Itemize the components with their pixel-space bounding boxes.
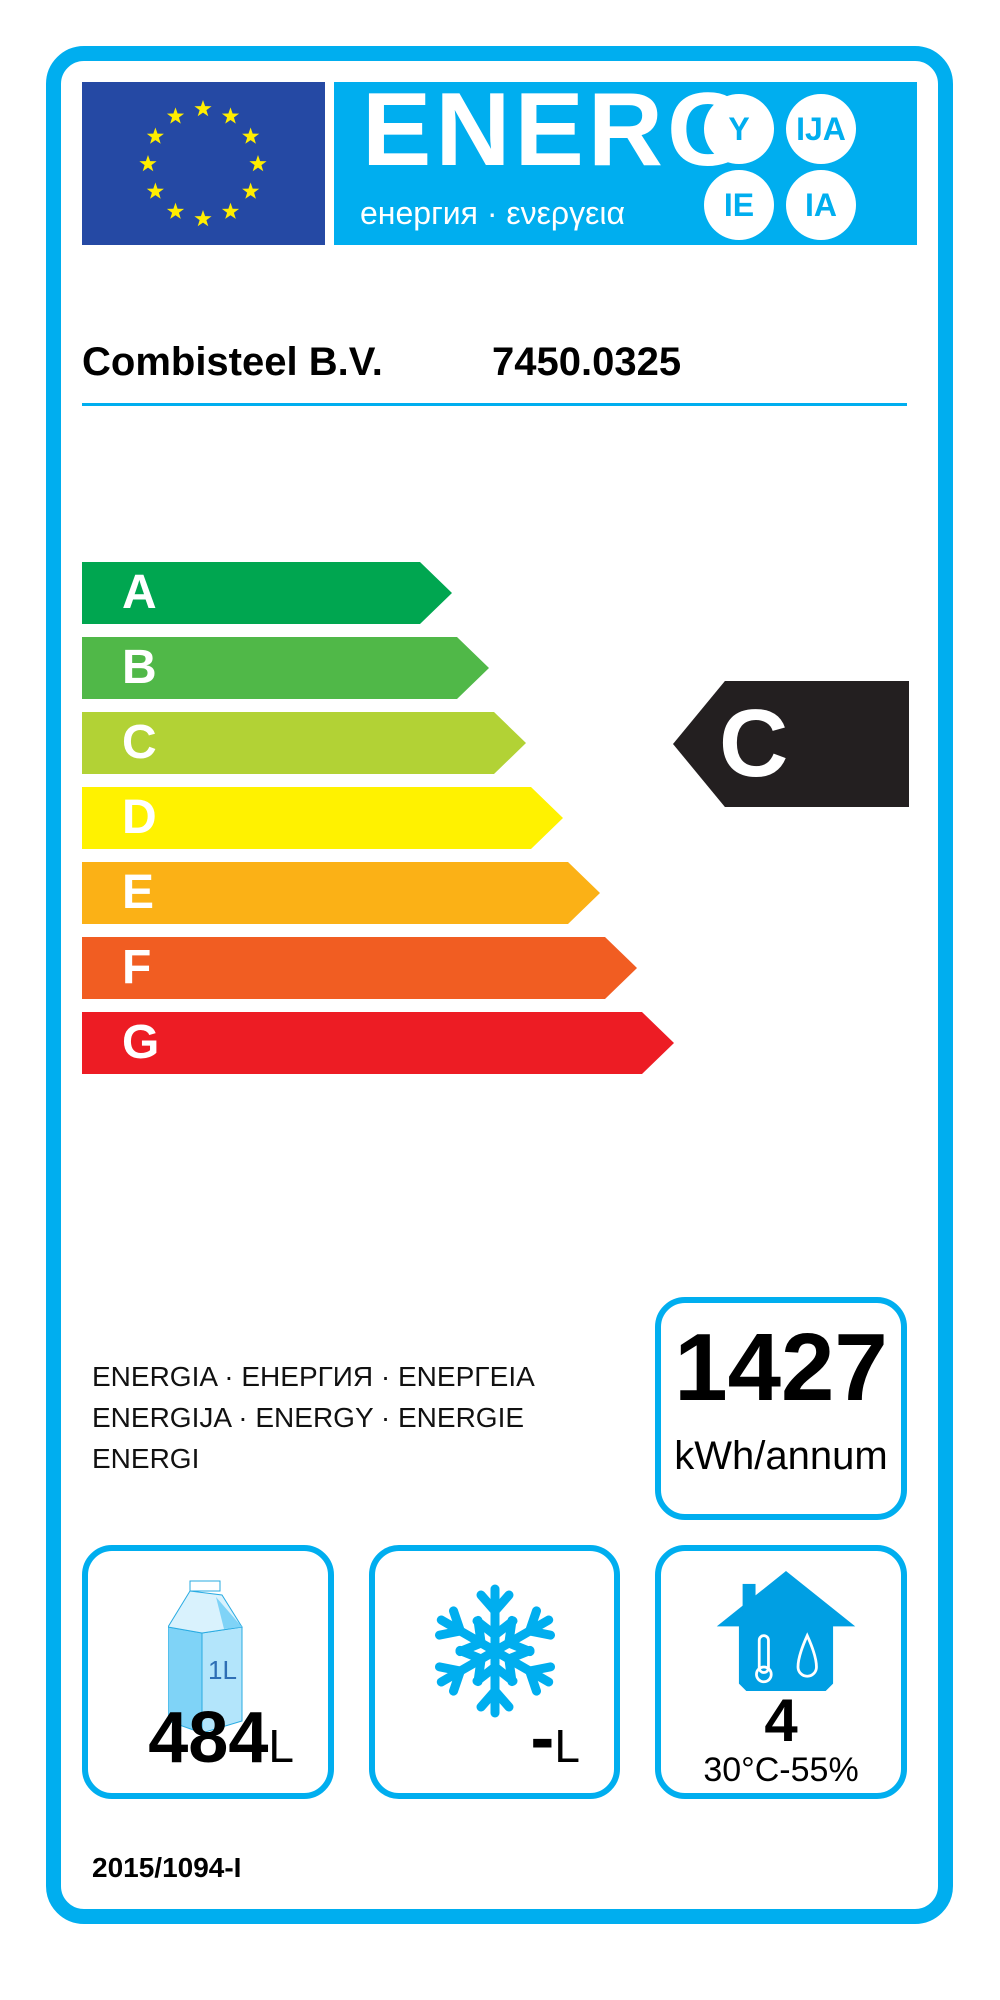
divider [82, 403, 907, 406]
scale-bar-f: F [82, 937, 637, 999]
scale-letter: A [122, 566, 157, 619]
energy-words: ENERGIA · ЕНЕРГИЯ · ΕΝΕΡΓΕΙΑ ENERGIJA · … [92, 1356, 535, 1479]
frozen-volume-value: - [530, 1698, 555, 1778]
star-icon [166, 202, 185, 219]
model-id: 7450.0325 [492, 340, 682, 384]
star-icon [194, 210, 212, 227]
suffix-y: Y [704, 94, 774, 164]
scale-letter: C [122, 716, 157, 769]
scale-letter: D [122, 791, 157, 844]
snowflake-icon [435, 1584, 555, 1718]
frozen-volume-box: -L [369, 1545, 620, 1799]
fresh-volume-box: 1L 484L [82, 1545, 334, 1799]
house-climate-icon [716, 1571, 856, 1691]
header-title: ENERG [362, 72, 752, 188]
star-icon [242, 127, 260, 144]
frozen-volume-unit: L [554, 1720, 580, 1772]
scale-bar-b: B [82, 637, 489, 699]
star-icon [249, 155, 267, 172]
fresh-volume: 484L [148, 1697, 294, 1779]
scale-letter: B [122, 641, 157, 694]
scale-bar-c: C [82, 712, 526, 774]
scale-bar-a: A [82, 562, 452, 624]
consumption-box: 1427 kWh/annum [655, 1297, 907, 1520]
eu-stars-icon [139, 100, 267, 227]
star-icon [166, 107, 185, 124]
scale-letter: G [122, 1016, 160, 1069]
suffix-ie: IE [704, 170, 774, 240]
rating-class: C [719, 690, 789, 797]
energy-header: ENERG енергия · ενεργεια Y IJA IE IA [334, 78, 917, 245]
star-icon [146, 127, 164, 144]
regulation-number: 2015/1094-I [92, 1852, 242, 1883]
star-icon [221, 202, 240, 219]
frozen-volume: -L [530, 1697, 580, 1779]
star-icon [146, 182, 164, 199]
fresh-volume-value: 484 [148, 1698, 269, 1778]
scale-bar-g: G [82, 1012, 674, 1074]
suffix-ija: IJA [786, 94, 856, 164]
eu-flag [82, 82, 325, 245]
energy-words-line: ENERGIA · ЕНЕРГИЯ · ΕΝΕΡΓΕΙΑ [92, 1361, 535, 1392]
scale-bar-d: D [82, 787, 563, 849]
scale-bar-e: E [82, 862, 600, 924]
scale-letter: E [122, 866, 155, 919]
climate-box: 4 30°C-55% [655, 1545, 907, 1799]
star-icon [221, 107, 240, 124]
rating-arrow: C [673, 681, 909, 807]
header-subtitle: енергия · ενεργεια [360, 195, 625, 231]
climate-conditions: 30°C-55% [703, 1751, 859, 1789]
scale-letter: F [122, 941, 152, 994]
star-icon [139, 155, 157, 172]
suffix-ia: IA [786, 170, 856, 240]
supplier-name: Combisteel B.V. [82, 340, 383, 384]
consumption-value: 1427 [674, 1314, 888, 1421]
carton-label: 1L [208, 1655, 237, 1685]
star-icon [194, 100, 212, 117]
label-border [46, 46, 953, 1924]
consumption-unit: kWh/annum [674, 1434, 888, 1478]
milk-carton-icon: 1L [168, 1580, 243, 1734]
fresh-volume-unit: L [268, 1720, 294, 1772]
energy-words-line: ENERGIJA · ENERGY · ENERGIE [92, 1402, 525, 1433]
energy-words-line: ENERGI [92, 1443, 200, 1474]
climate-class: 4 [764, 1687, 798, 1754]
star-icon [242, 182, 260, 199]
